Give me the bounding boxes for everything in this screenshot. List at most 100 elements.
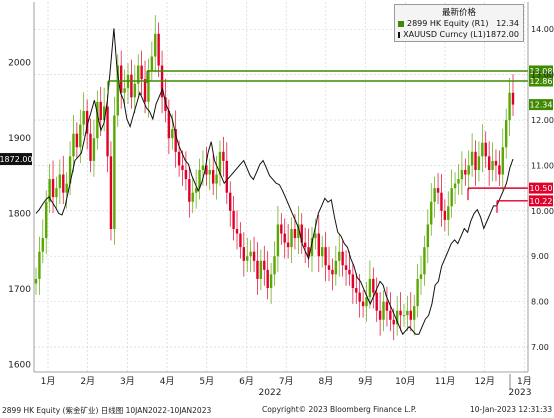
candle-body [116, 65, 119, 116]
candle [34, 267, 38, 295]
candle [215, 155, 218, 200]
candle-body [378, 310, 382, 320]
candle [372, 267, 375, 309]
candle [494, 149, 498, 182]
candle [307, 228, 310, 268]
candle-body [484, 142, 487, 157]
candle-body [235, 228, 239, 234]
candle-body [511, 92, 515, 105]
candle [351, 263, 355, 304]
level-label: 13.08 [530, 67, 553, 76]
candle [334, 245, 338, 286]
gold-price-line [35, 28, 514, 336]
candle-body [181, 165, 184, 170]
candle [440, 174, 443, 227]
candle [273, 241, 276, 286]
candle-body [188, 179, 191, 202]
candle-body [477, 156, 481, 170]
candle [314, 218, 317, 250]
grid-lines [34, 2, 528, 372]
candle-body [269, 274, 273, 289]
candle-body [297, 224, 300, 239]
candle-body [460, 169, 464, 180]
candle [55, 176, 58, 209]
candle [201, 150, 205, 186]
candle [365, 282, 368, 323]
candle-body [470, 151, 474, 166]
candle [242, 232, 246, 277]
candle-body [440, 192, 443, 211]
candle-body [133, 83, 137, 98]
candle-body [436, 188, 440, 193]
stock-candles [34, 15, 515, 341]
candle-body [419, 274, 423, 279]
candle [464, 158, 467, 186]
candle [82, 92, 85, 136]
candle-body [123, 88, 126, 93]
left-current-label: 1872.00 [0, 155, 33, 164]
candle-body [62, 174, 65, 193]
candle [406, 295, 409, 332]
legend-axis-tag: (L1) [470, 30, 486, 39]
candle-body [119, 65, 123, 93]
candle [229, 181, 232, 227]
x-tick-label: 12月 [474, 376, 494, 387]
year-label: 2022 [259, 388, 282, 398]
footer-right: 10-Jan-2023 12:31:33 [470, 405, 553, 414]
candle-body [504, 120, 508, 148]
candle-body [34, 278, 38, 284]
candle-body [361, 301, 365, 307]
candle [72, 115, 75, 173]
candle-body [481, 142, 484, 157]
candle [276, 205, 280, 273]
candle-body [147, 70, 150, 102]
candle-body [218, 151, 222, 175]
candle [419, 255, 423, 295]
candle [368, 260, 372, 309]
candle-body [324, 247, 327, 266]
candle-body [293, 228, 297, 239]
candle [416, 263, 419, 318]
legend-series-name: XAUUSD Curncy [403, 30, 468, 39]
candle-body [102, 106, 106, 121]
candle [188, 167, 191, 218]
candle-body [205, 165, 208, 175]
candle [487, 141, 491, 186]
candle-body [266, 269, 269, 289]
candle-body [321, 247, 324, 257]
candle-body [99, 101, 102, 121]
candle-body [65, 183, 68, 193]
candle-body [389, 310, 392, 320]
candle-body [385, 301, 389, 311]
candle-body [307, 247, 310, 257]
left-tick-label: 1900 [8, 134, 31, 144]
candle [116, 54, 119, 127]
candle-body [246, 256, 249, 261]
candle [65, 172, 68, 209]
candle-body [229, 192, 232, 211]
candle [361, 290, 365, 318]
candle [426, 209, 430, 264]
candle [89, 118, 92, 173]
candle [423, 235, 426, 286]
candle [205, 146, 208, 186]
year-label: 2023 [509, 388, 532, 398]
candle [378, 292, 382, 336]
candle-body [106, 106, 109, 157]
candle [508, 77, 511, 136]
candle-body [433, 188, 436, 202]
candle [150, 41, 154, 82]
right-tick-label: 14.00 [531, 25, 554, 34]
level-label: 10.50 [530, 184, 553, 193]
candle [211, 154, 215, 195]
candle-body [426, 224, 430, 248]
candle [327, 246, 331, 282]
candle-body [96, 101, 99, 139]
candle-body [508, 92, 511, 121]
right-tick-label: 12.00 [531, 116, 554, 125]
candle-body [317, 233, 320, 257]
candle [191, 177, 194, 214]
candle-body [375, 292, 378, 311]
candle [123, 69, 126, 105]
